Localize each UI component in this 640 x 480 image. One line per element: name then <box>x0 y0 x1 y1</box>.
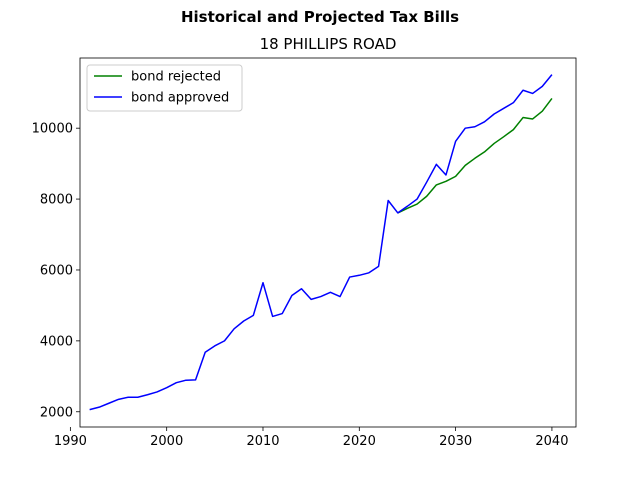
series-line-0 <box>397 97 553 214</box>
x-tick-label: 2010 <box>246 434 279 449</box>
y-axis-ticks: 2000 4000 6000 8000 10000 <box>32 122 80 420</box>
x-tick-label: 2040 <box>535 434 568 449</box>
x-axis-ticks: 1990 2000 2010 2020 2030 2040 <box>54 427 568 449</box>
x-tick-label: 2030 <box>439 434 472 449</box>
series-line-1 <box>89 74 553 411</box>
legend-label-1: bond approved <box>131 91 229 106</box>
plot-area: 1990 2000 2010 2020 2030 2040 2000 4000 6000 800… <box>32 57 577 449</box>
x-tick-label: 2000 <box>150 434 183 449</box>
legend: bond rejected bond approved <box>86 64 243 112</box>
legend-box <box>86 64 243 112</box>
figure-suptitle: Historical and Projected Tax Bills <box>181 8 459 26</box>
x-tick-label: 2020 <box>343 434 376 449</box>
y-tick-label: 8000 <box>40 193 73 208</box>
axes-frame <box>79 57 577 428</box>
y-tick-label: 2000 <box>40 405 73 420</box>
y-tick-label: 4000 <box>40 334 73 349</box>
legend-items: bond rejected bond approved <box>94 70 229 106</box>
chart-title: 18 PHILLIPS ROAD <box>260 35 397 53</box>
series-lines <box>89 74 553 411</box>
y-tick-label: 10000 <box>32 122 73 137</box>
legend-label-0: bond rejected <box>131 70 221 85</box>
x-tick-label: 1990 <box>54 434 87 449</box>
y-tick-label: 6000 <box>40 263 73 278</box>
